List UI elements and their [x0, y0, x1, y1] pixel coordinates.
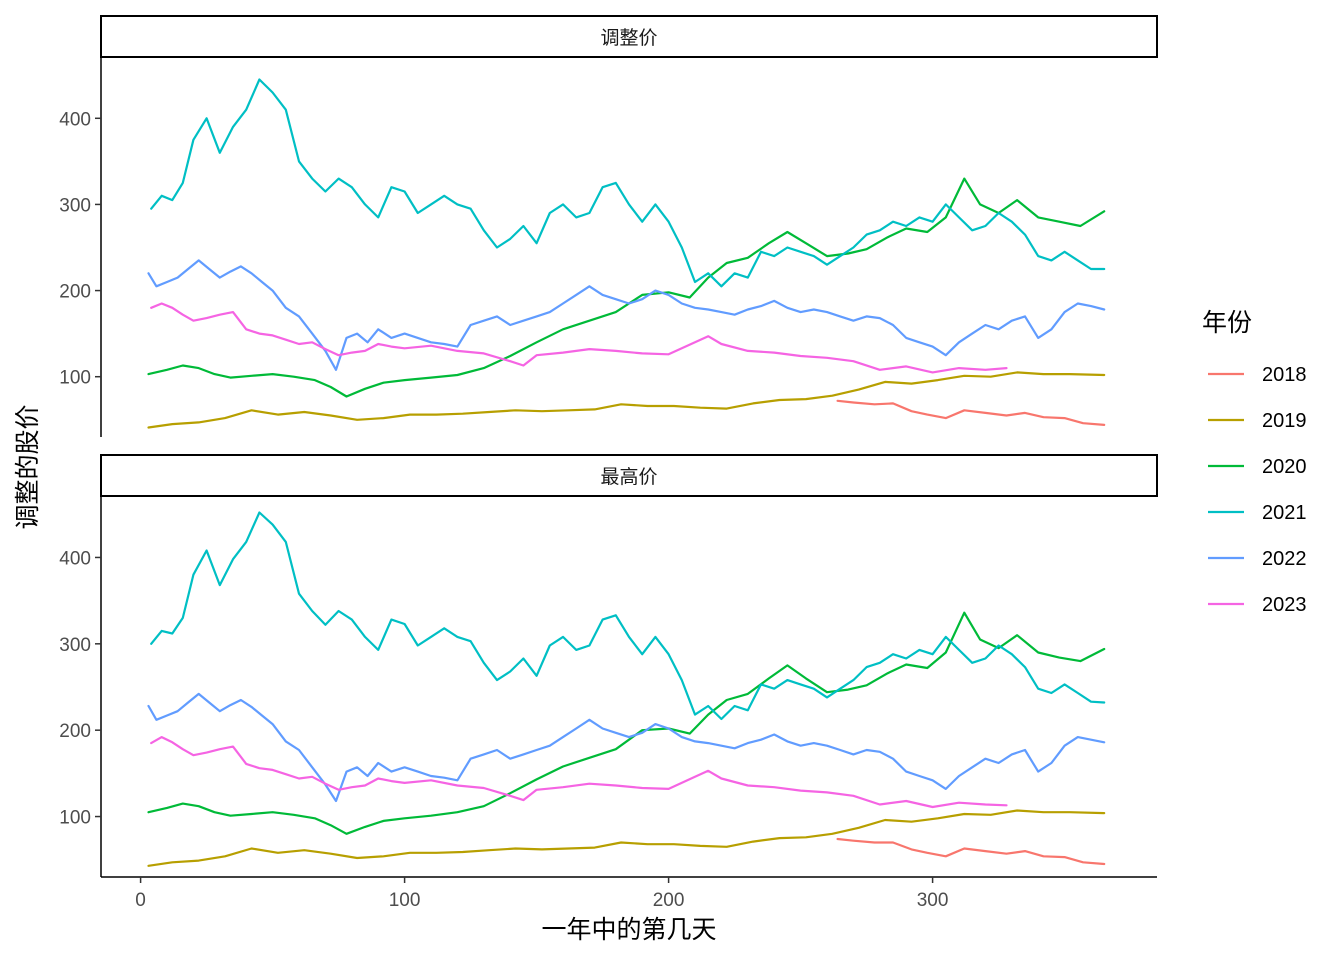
panel-2-y-tick-label: 300	[59, 635, 91, 656]
panel-1-plot-area	[147, 78, 1106, 429]
panel-2-strip-label: 最高价	[600, 466, 657, 488]
x-ticks: 0 100 200 300	[135, 877, 948, 911]
y-axis-title: 调整的股价	[13, 404, 42, 529]
panel-1-y-ticks: 100 200 300 400	[59, 109, 101, 389]
panel-2-strip: 最高价	[100, 454, 1158, 497]
legend-title: 年份	[1202, 308, 1252, 337]
panel-2-y-tick-label: 400	[59, 548, 91, 569]
panel-2-series-2022-line	[147, 692, 1106, 803]
legend-label-2019: 2019	[1262, 410, 1307, 432]
panel-1-strip: 调整价	[100, 15, 1158, 58]
panel-2-y-ticks: 100 200 300 400	[59, 548, 101, 829]
legend-label-2020: 2020	[1262, 456, 1307, 478]
panel-2-series-2020-line	[147, 611, 1106, 835]
panel-1-y-tick-label: 200	[59, 282, 91, 303]
panel-1-series-2022-line	[147, 259, 1106, 371]
legend-label-2021: 2021	[1262, 502, 1307, 524]
legend-label-2022: 2022	[1262, 548, 1307, 570]
panel-2-y-tick-label: 200	[59, 721, 91, 742]
panel-1-strip-label: 调整价	[600, 27, 657, 49]
x-tick-label: 200	[653, 890, 685, 911]
x-tick-label: 300	[917, 890, 949, 911]
x-tick-label: 0	[135, 890, 146, 911]
panel-1-series-2021-line	[150, 78, 1106, 288]
panel-1-y-tick-label: 400	[59, 109, 91, 130]
panel-1-series-2023-line	[150, 302, 1008, 374]
panel-1-y-tick-label: 100	[59, 368, 91, 389]
legend-label-2018: 2018	[1262, 364, 1307, 386]
panel-1-series-2019-line	[147, 371, 1106, 429]
panel-2-plot-area	[147, 511, 1106, 867]
panel-1-y-tick-label: 300	[59, 195, 91, 216]
x-tick-label: 100	[389, 890, 421, 911]
panel-2-series-2018-line	[836, 837, 1106, 866]
panel-1-series-2018-line	[836, 399, 1106, 426]
panel-1-series-2020-line	[147, 177, 1106, 398]
panel-2-y-tick-label: 100	[59, 808, 91, 829]
panel-2-series-2021-line	[150, 511, 1106, 721]
panel-2-series-2019-line	[147, 809, 1106, 867]
legend: 年份 2018 2019 2020 2021 2022 2023	[1202, 308, 1307, 616]
x-axis-title: 一年中的第几天	[541, 915, 716, 944]
legend-label-2023: 2023	[1262, 594, 1307, 616]
panel-2-series-2023-line	[150, 735, 1008, 809]
